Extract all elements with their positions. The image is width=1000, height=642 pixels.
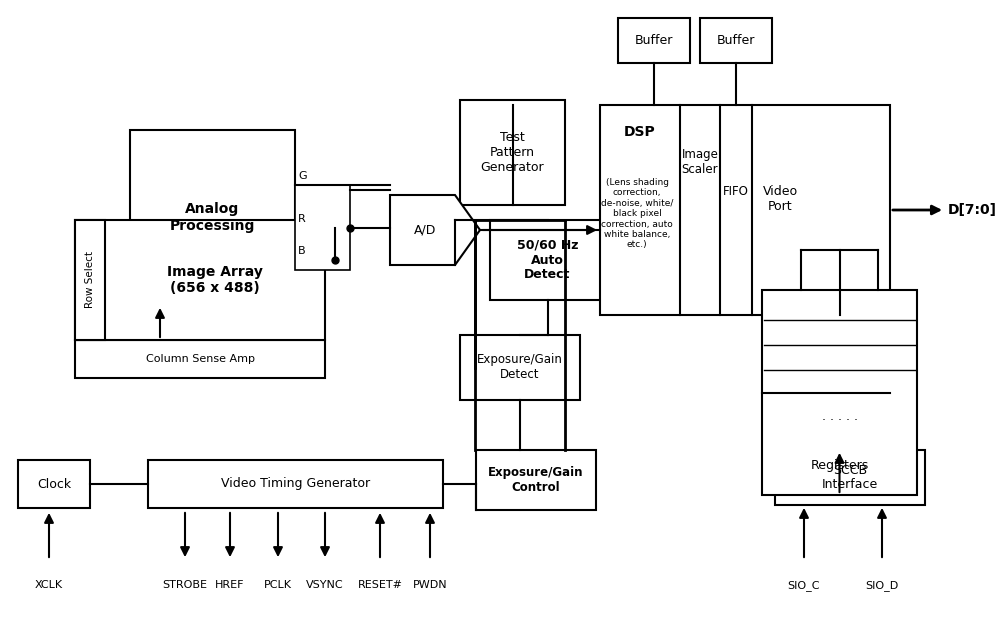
Bar: [460, 335, 580, 400]
Bar: [75, 220, 325, 340]
Text: Buffer: Buffer: [717, 34, 755, 47]
Bar: [490, 220, 605, 300]
Text: Test
Pattern
Generator: Test Pattern Generator: [481, 131, 544, 174]
Text: RESET#: RESET#: [358, 580, 402, 590]
Bar: [775, 450, 925, 505]
Text: A/D: A/D: [414, 223, 436, 236]
Bar: [148, 460, 443, 508]
Text: SIO_D: SIO_D: [865, 580, 899, 591]
Bar: [600, 105, 890, 315]
Text: D[7:0]: D[7:0]: [948, 203, 997, 217]
Text: Clock: Clock: [37, 478, 71, 490]
Bar: [460, 100, 565, 205]
Text: STROBE: STROBE: [162, 580, 208, 590]
Text: PWDN: PWDN: [413, 580, 447, 590]
Text: HREF: HREF: [215, 580, 245, 590]
Text: PCLK: PCLK: [264, 580, 292, 590]
Text: (Lens shading
correction,
de-noise, white/
black pixel
correction, auto
white ba: (Lens shading correction, de-noise, whit…: [601, 178, 673, 249]
Text: Column Sense Amp: Column Sense Amp: [146, 354, 254, 364]
Text: Row Select: Row Select: [85, 252, 95, 309]
Text: Registers: Registers: [810, 458, 869, 471]
Text: SCCB
Interface: SCCB Interface: [822, 464, 878, 492]
Text: · · · · ·: · · · · ·: [822, 413, 858, 426]
Bar: [476, 450, 596, 510]
Text: Image Array
(656 x 488): Image Array (656 x 488): [167, 265, 263, 295]
Bar: [130, 130, 295, 305]
Polygon shape: [390, 195, 480, 265]
Text: Video
Port: Video Port: [762, 185, 798, 213]
Text: Buffer: Buffer: [635, 34, 673, 47]
Text: R: R: [298, 214, 306, 224]
Text: B: B: [298, 246, 306, 256]
Text: Analog
Processing: Analog Processing: [170, 202, 255, 232]
Text: VSYNC: VSYNC: [306, 580, 344, 590]
Bar: [18, 460, 90, 508]
Text: 50/60 Hz
Auto
Detect: 50/60 Hz Auto Detect: [517, 238, 578, 281]
Text: Exposure/Gain
Control: Exposure/Gain Control: [488, 466, 584, 494]
Bar: [762, 290, 917, 495]
Text: FIFO: FIFO: [723, 185, 749, 198]
Text: XCLK: XCLK: [35, 580, 63, 590]
Bar: [75, 220, 105, 340]
Text: DSP: DSP: [624, 125, 656, 139]
Text: Exposure/Gain
Detect: Exposure/Gain Detect: [477, 354, 563, 381]
Bar: [75, 340, 325, 378]
Text: G: G: [298, 171, 307, 181]
Bar: [295, 185, 350, 270]
Text: SIO_C: SIO_C: [788, 580, 820, 591]
Text: Video Timing Generator: Video Timing Generator: [221, 478, 370, 490]
Bar: [700, 18, 772, 63]
Text: Image
Scaler: Image Scaler: [682, 148, 718, 176]
Bar: [618, 18, 690, 63]
